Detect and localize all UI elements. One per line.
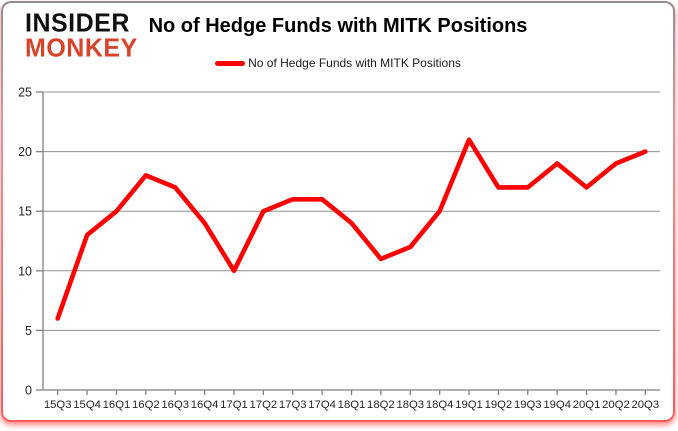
x-tick-label-20Q1: 20Q1 xyxy=(573,399,601,411)
x-tick-label-19Q4: 19Q4 xyxy=(543,399,571,411)
x-tick-label-17Q3: 17Q3 xyxy=(279,399,307,411)
chart-card-border: INSIDER MONKEY No of Hedge Funds with MI… xyxy=(1,1,675,422)
insider-monkey-logo: INSIDER MONKEY xyxy=(25,8,138,63)
x-tick-label-19Q3: 19Q3 xyxy=(514,399,542,411)
x-tick-label-18Q4: 18Q4 xyxy=(426,399,454,411)
x-tick-label-18Q2: 18Q2 xyxy=(367,399,395,411)
x-tick-label-17Q1: 17Q1 xyxy=(220,399,248,411)
chart-card: INSIDER MONKEY No of Hedge Funds with MI… xyxy=(3,3,673,420)
x-tick-label-20Q2: 20Q2 xyxy=(602,399,630,411)
x-tick-label-16Q4: 16Q4 xyxy=(191,399,219,411)
logo-line-insider: INSIDER xyxy=(25,8,130,38)
x-tick-label-20Q3: 20Q3 xyxy=(631,399,659,411)
legend-line-swatch xyxy=(215,60,246,66)
y-tick-label-20: 20 xyxy=(18,145,32,159)
legend-label: No of Hedge Funds with MITK Positions xyxy=(248,56,461,70)
chart-legend: No of Hedge Funds with MITK Positions xyxy=(3,56,673,70)
x-tick-label-17Q2: 17Q2 xyxy=(250,399,278,411)
x-tick-label-19Q2: 19Q2 xyxy=(485,399,513,411)
y-tick-label-5: 5 xyxy=(25,324,32,338)
x-tick-label-16Q2: 16Q2 xyxy=(132,399,160,411)
y-tick-label-25: 25 xyxy=(18,86,32,100)
x-tick-label-16Q3: 16Q3 xyxy=(161,399,189,411)
x-tick-label-17Q4: 17Q4 xyxy=(308,399,336,411)
x-tick-label-15Q3: 15Q3 xyxy=(44,399,72,411)
y-tick-label-15: 15 xyxy=(18,205,32,219)
y-tick-label-10: 10 xyxy=(18,264,32,278)
x-tick-label-18Q3: 18Q3 xyxy=(396,399,424,411)
x-tick-label-19Q1: 19Q1 xyxy=(455,399,483,411)
x-tick-label-16Q1: 16Q1 xyxy=(103,399,131,411)
logo-line-monkey: MONKEY xyxy=(25,32,138,63)
series-line-hedge-funds xyxy=(55,137,648,321)
x-tick-label-15Q4: 15Q4 xyxy=(73,399,101,411)
x-tick-label-18Q1: 18Q1 xyxy=(338,399,366,411)
y-tick-label-0: 0 xyxy=(25,384,32,398)
chart-title: No of Hedge Funds with MITK Positions xyxy=(148,15,528,37)
